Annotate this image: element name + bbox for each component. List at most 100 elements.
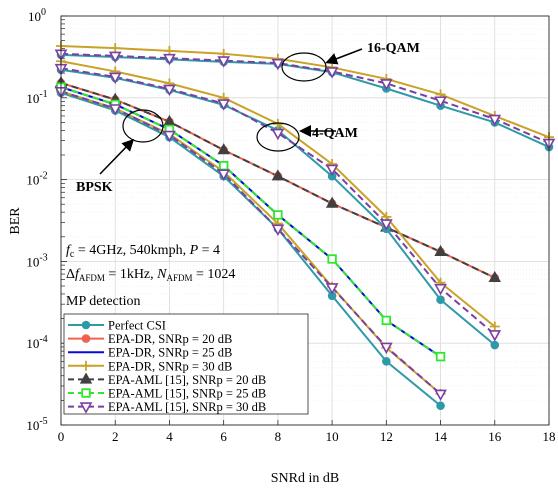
legend-label: EPA-DR, SNRp = 25 dB bbox=[108, 346, 232, 360]
data-point-4 bbox=[217, 143, 230, 155]
info-delta: Δ bbox=[66, 267, 75, 282]
legend-swatch-marker bbox=[81, 360, 91, 371]
data-point-9 bbox=[325, 164, 339, 177]
annotation-label-16qam: 16-QAM bbox=[367, 41, 420, 56]
y-tick-label: 10-2 bbox=[26, 171, 47, 188]
legend-label: EPA-AML [15], SNRp = 30 dB bbox=[108, 400, 266, 414]
annotation-label-bpsk: BPSK bbox=[76, 180, 113, 195]
y-tick-label: 100 bbox=[28, 7, 46, 24]
y-axis-title: BER bbox=[8, 207, 23, 235]
annotation-ellipse-bpsk bbox=[122, 109, 164, 143]
legend-swatch-marker bbox=[79, 402, 93, 414]
x-tick-label: 6 bbox=[220, 429, 227, 444]
data-point-4 bbox=[271, 169, 285, 181]
y-tick-label: 10-4 bbox=[26, 334, 47, 351]
legend-swatch-marker bbox=[81, 334, 91, 343]
series-line-11 bbox=[60, 44, 550, 139]
data-point-12 bbox=[163, 53, 176, 66]
data-point-9 bbox=[163, 84, 176, 97]
data-point-9 bbox=[108, 72, 122, 85]
legend-label: Perfect CSI bbox=[108, 319, 166, 333]
legend-box bbox=[63, 313, 309, 415]
legend-label: EPA-AML [15], SNRp = 20 dB bbox=[108, 373, 266, 387]
data-point-5 bbox=[218, 160, 229, 171]
data-point-12 bbox=[217, 56, 231, 68]
y-tick-label: 10-1 bbox=[26, 89, 47, 106]
data-point-9 bbox=[217, 99, 231, 111]
y-tick-label: 10-3 bbox=[26, 252, 47, 269]
info-p-symbol: P bbox=[189, 243, 199, 258]
data-point-5 bbox=[435, 351, 446, 362]
annotation-ellipse-4qam bbox=[256, 122, 300, 152]
data-point-5 bbox=[381, 315, 392, 326]
x-tick-label: 12 bbox=[380, 429, 393, 444]
legend-swatch-marker bbox=[81, 320, 91, 330]
legend-label: EPA-DR, SNRp = 30 dB bbox=[108, 359, 232, 373]
data-point-0 bbox=[382, 357, 391, 366]
legend-label: EPA-AML [15], SNRp = 25 dB bbox=[108, 387, 266, 401]
data-point-8 bbox=[489, 321, 500, 332]
data-point-5 bbox=[327, 254, 337, 264]
data-point-4 bbox=[325, 196, 339, 208]
data-point-9 bbox=[271, 128, 285, 141]
x-tick-label: 14 bbox=[434, 429, 448, 444]
info-block: fc = 4GHz, 540kmph, P = 4 ΔfAFDM = 1kHz,… bbox=[66, 243, 235, 309]
data-point-6 bbox=[325, 283, 339, 295]
data-point-6 bbox=[163, 130, 176, 143]
legend-swatch-marker bbox=[79, 372, 93, 384]
data-point-6 bbox=[108, 104, 122, 116]
annotation-ellipse-16qam bbox=[281, 52, 327, 82]
x-tick-label: 2 bbox=[112, 429, 119, 444]
annotation-label-4qam: 4-QAM bbox=[312, 126, 358, 141]
series-line-5 bbox=[60, 86, 442, 358]
info-fc-rest: = 4GHz, 540kmph, bbox=[74, 243, 189, 258]
y-tick-labels: 100 10-1 10-2 10-3 10-4 10-5 bbox=[26, 7, 67, 433]
info-f-symbol: f bbox=[75, 267, 81, 282]
info-line2-rest2: = 1024 bbox=[193, 267, 236, 282]
data-point-9 bbox=[434, 283, 447, 296]
info-line2-rest1: = 1kHz, bbox=[105, 267, 157, 282]
data-point-7 bbox=[490, 340, 500, 350]
data-point-12 bbox=[434, 96, 447, 108]
data-point-11 bbox=[110, 43, 121, 54]
annotation-bpsk: BPSK bbox=[76, 109, 164, 195]
info-f-sub: AFDM bbox=[79, 273, 105, 283]
plot-frame bbox=[60, 15, 550, 426]
x-tick-labels: 0 2 4 6 8 10 12 14 16 18 bbox=[58, 420, 556, 444]
data-point-6 bbox=[379, 342, 393, 355]
data-point-4 bbox=[488, 270, 501, 283]
data-point-9 bbox=[379, 219, 393, 231]
data-point-9 bbox=[488, 330, 502, 342]
info-n-sub: AFDM bbox=[167, 273, 193, 283]
data-point-8 bbox=[272, 118, 283, 129]
x-tick-label: 4 bbox=[166, 429, 173, 444]
info-p-rest: = 4 bbox=[198, 243, 220, 258]
info-fc-sub: c bbox=[70, 249, 75, 260]
data-point-12 bbox=[488, 114, 502, 127]
legend-label: EPA-DR, SNRp = 20 dB bbox=[108, 332, 232, 346]
info-fc-symbol: f bbox=[66, 243, 72, 258]
data-point-12 bbox=[108, 51, 122, 64]
series-line-12 bbox=[60, 52, 550, 144]
data-point-6 bbox=[434, 389, 447, 402]
legend-swatch-marker bbox=[81, 388, 91, 398]
annotation-4qam: 4-QAM bbox=[256, 122, 358, 152]
data-point-5 bbox=[273, 210, 283, 220]
x-tick-label: 8 bbox=[275, 429, 282, 444]
info-line-1: fc = 4GHz, 540kmph, P = 4 bbox=[66, 243, 220, 260]
x-tick-label: 18 bbox=[543, 429, 556, 444]
data-point-6 bbox=[217, 169, 231, 181]
x-axis-title: SNRd in dB bbox=[271, 471, 339, 486]
info-line-3: MP detection bbox=[66, 294, 141, 309]
y-tick-label: 10-5 bbox=[26, 416, 47, 433]
data-point-12 bbox=[379, 79, 393, 91]
annotation-16qam: 16-QAM bbox=[281, 41, 420, 82]
annotation-arrow-16qam bbox=[325, 48, 363, 65]
info-line-2: ΔfAFDM = 1kHz, NAFDM = 1024 bbox=[66, 267, 235, 283]
data-point-4 bbox=[434, 244, 447, 257]
data-point-6 bbox=[271, 224, 285, 236]
